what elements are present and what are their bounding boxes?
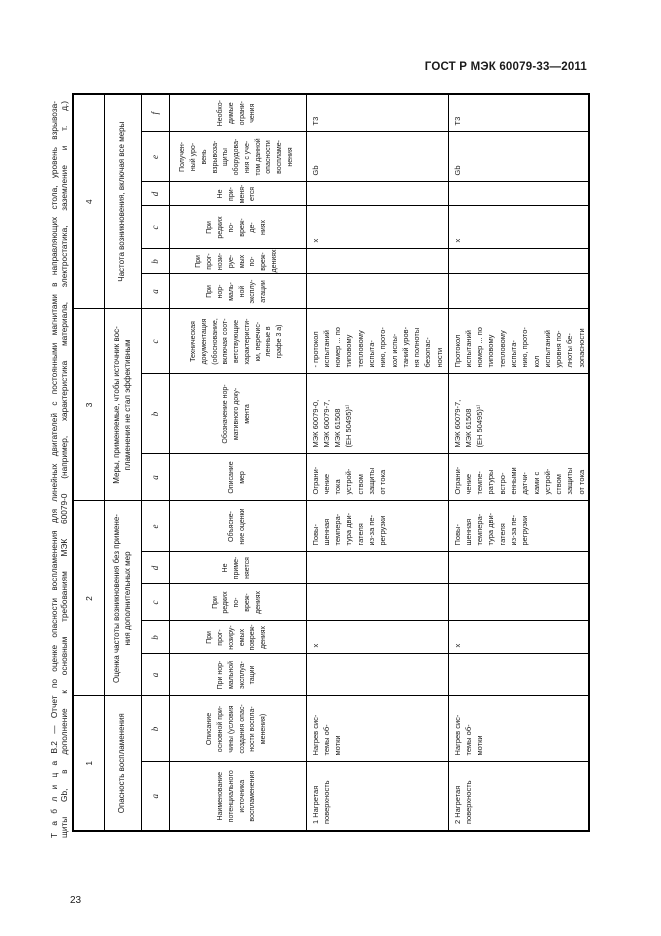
group-title-2: Оценка частоты возникновения без примене… — [104, 500, 141, 696]
letter-2b: b — [141, 620, 169, 654]
cell-r2-2e: Повы- шенная темпера- тура дви- гателя и… — [448, 500, 590, 552]
cell-r2-4c: x — [448, 205, 590, 249]
subheader-4b: При прог- нози- руе- мых по- вреж- дения… — [169, 248, 306, 274]
cell-r2-2b: x — [448, 620, 590, 654]
subheader-4d: Не при- меня- ется — [169, 181, 306, 206]
table-caption-line-2: щиты Gb, в дополнение к основным требова… — [58, 101, 69, 838]
document-header: ГОСТ Р МЭК 60079-33—2011 — [424, 61, 587, 73]
letter-4f: f — [141, 93, 169, 132]
group-title-row: Опасность воспламенения Оценка частоты в… — [104, 93, 141, 831]
group-number-2: 2 — [73, 500, 104, 696]
letter-2d: d — [141, 551, 169, 584]
cell-r1-1a: 1 Нагретая поверхность — [306, 762, 448, 831]
cell-r1-3a: Ограни- чение тока устрой- ством защиты … — [306, 453, 448, 501]
subheader-row: Наименование потенциального источника во… — [169, 93, 306, 831]
cell-r2-4e: Gb — [448, 131, 590, 182]
letter-1b: b — [141, 695, 169, 762]
group-number-4: 4 — [73, 93, 104, 309]
letter-3b: b — [141, 373, 169, 454]
cell-r2-4d — [448, 181, 590, 206]
data-row-2: 2 Нагретая поверхность Нагрев сис- темы … — [448, 93, 590, 831]
cell-r1-2a — [306, 653, 448, 696]
data-row-1: 1 Нагретая поверхность Нагрев сис- темы … — [306, 93, 448, 831]
cell-r1-2b: x — [306, 620, 448, 654]
letter-4a: a — [141, 273, 169, 309]
subheader-2a: При нор- мальной эксплуа- тации — [169, 653, 306, 696]
cell-r2-2c — [448, 583, 590, 621]
cell-r1-2c — [306, 583, 448, 621]
subheader-1a: Наименование потенциального источника во… — [169, 762, 306, 831]
group-title-3: Меры, применяемые, чтобы источник вос- п… — [104, 308, 141, 501]
cell-r2-2a — [448, 653, 590, 696]
letter-3a: a — [141, 453, 169, 501]
letter-4b: b — [141, 248, 169, 274]
letter-2e: e — [141, 500, 169, 552]
cell-r1-2e: Повы- шенная темпера- тура дви- гателя и… — [306, 500, 448, 552]
cell-r1-3b: МЭК 60079-0, МЭК 60079-7, МЭК 61508 (ЕН … — [306, 373, 448, 454]
group-number-3: 3 — [73, 308, 104, 501]
group-number-1: 1 — [73, 695, 104, 831]
cell-r2-4f: Т3 — [448, 93, 590, 132]
cell-r1-4f: Т3 — [306, 93, 448, 132]
subheader-2d: Не приме- няется — [169, 551, 306, 584]
table-caption: Т а б л и ц а В.2 — Отчет по оценке опас… — [49, 101, 72, 838]
group-title-1: Опасность воспламенения — [104, 695, 141, 831]
letter-2c: c — [141, 583, 169, 621]
cell-r2-3b: МЭК 60079-7, МЭК 61508 (ЕН 50495)¹⁾ — [448, 373, 590, 454]
cell-r1-4e: Gb — [306, 131, 448, 182]
letter-2a: a — [141, 653, 169, 696]
column-letter-row: a b a b c d e a b c a b c d e f — [141, 93, 169, 831]
cell-r2-3a: Ограни- чение темпе- ратуры встро- енным… — [448, 453, 590, 501]
cell-r1-4d — [306, 181, 448, 206]
cell-r2-2d — [448, 551, 590, 584]
subheader-3b: Обозначение нор- мативного доку- мента — [169, 373, 306, 454]
cell-r2-4b — [448, 248, 590, 274]
subheader-1b: Описание основной при- чины (условия соз… — [169, 695, 306, 762]
group-number-row: 1 2 3 4 — [73, 93, 104, 831]
letter-4c: c — [141, 205, 169, 249]
letter-1a: a — [141, 762, 169, 831]
group-title-4: Частота возникновения, включая все меры — [104, 93, 141, 309]
subheader-4a: При нор- маль- ной эксплу- атации — [169, 273, 306, 309]
letter-4d: d — [141, 181, 169, 206]
cell-r2-3c: Протокол испытаний номер ... по типовому… — [448, 308, 590, 374]
cell-r1-2d — [306, 551, 448, 584]
letter-3c: c — [141, 308, 169, 374]
subheader-2c: При редких по- вреж- дениях — [169, 583, 306, 621]
cell-r2-4a — [448, 273, 590, 309]
cell-r1-4a — [306, 273, 448, 309]
subheader-2b: При прог- нозиру- емых повреж- дениях — [169, 620, 306, 654]
cell-r1-4b — [306, 248, 448, 274]
subheader-4e: Получен- ный уро- вень взрывоза- щиты об… — [169, 131, 306, 182]
cell-r1-4c: x — [306, 205, 448, 249]
letter-4e: e — [141, 131, 169, 182]
subheader-2e: Объясне- ние оценки — [169, 500, 306, 552]
subheader-3a: Описание мер — [169, 453, 306, 501]
cell-r1-1b: Нагрев сис- темы об- мотки — [306, 695, 448, 762]
page-number: 23 — [70, 895, 82, 906]
cell-r2-1a: 2 Нагретая поверхность — [448, 762, 590, 831]
subheader-3c: Техническая документация (обоснование, в… — [169, 308, 306, 374]
ignition-hazard-table-wrap: 1 2 3 4 Опасность воспламенения Оценка ч… — [72, 92, 591, 832]
subheader-4f: Необхо- димые ограни- чения — [169, 93, 306, 132]
ignition-hazard-assessment-table: 1 2 3 4 Опасность воспламенения Оценка ч… — [72, 92, 591, 832]
subheader-4c: При редких по- вреж- де- ниях — [169, 205, 306, 249]
cell-r1-3c: - протокол испытаний номер ... по типово… — [306, 308, 448, 374]
cell-r2-1b: Нагрев сис- темы об- мотки — [448, 695, 590, 762]
